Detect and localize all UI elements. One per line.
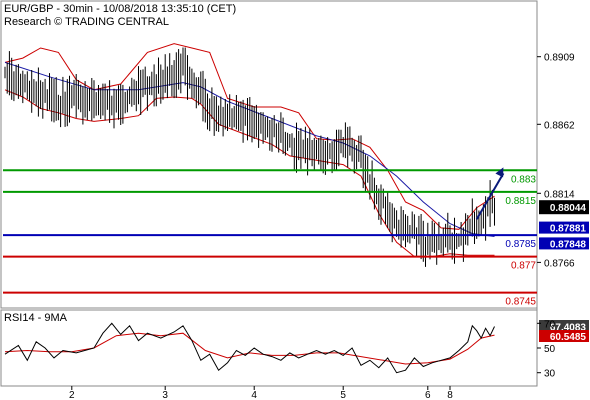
forecast-arrow-head [495, 167, 504, 178]
level-label-support: 0.877 [511, 261, 536, 272]
level-label-resistance: 0.883 [511, 174, 536, 185]
level-label-bg [506, 237, 536, 251]
level-label-pivot: 0.8785 [505, 239, 536, 250]
level-label-support: 0.8745 [505, 297, 536, 308]
bollinger-upper-band [4, 43, 495, 230]
price-axis-label: 0.8766 [544, 258, 575, 269]
last-price-badge-bg [539, 200, 589, 215]
x-axis-label: 8 [447, 390, 453, 400]
level-label-bg [506, 294, 536, 308]
price-axis-label: 0.8862 [544, 120, 575, 131]
level-label-resistance: 0.8815 [505, 196, 536, 207]
rsi-badge: 67.4083 [550, 323, 587, 334]
x-axis-label: 5 [340, 390, 346, 400]
x-axis-label: 6 [425, 390, 431, 400]
rsi-axis-label: 50 [544, 344, 556, 355]
level-label-bg [506, 193, 536, 207]
pivot-badge-2: 0.87848 [550, 239, 587, 250]
price-axis-label: 0.8814 [544, 189, 575, 200]
rsi-axis-label: 70 [544, 319, 556, 330]
pivot-badge-1: 0.87881 [550, 224, 587, 235]
rsi-axis-label: 30 [544, 369, 556, 380]
rsi-line [4, 322, 495, 374]
price-axis-label: 0.8909 [544, 53, 575, 64]
last-price-badge: 0.88044 [550, 203, 587, 214]
level-label-bg [506, 258, 536, 272]
rsi-title: RSI14 - 9MA [4, 312, 68, 324]
rsi-ma-badge: 60.5485 [550, 332, 587, 343]
x-axis-label: 3 [162, 390, 168, 400]
x-axis-label: 4 [251, 390, 257, 400]
chart-source: Research © TRADING CENTRAL [4, 16, 169, 28]
rsi-panel [0, 309, 538, 387]
price-panel [0, 0, 538, 309]
rsi-ma-badge-bg [539, 330, 589, 342]
chart-title: EUR/GBP - 30min - 10/08/2018 13:35:10 (C… [4, 3, 236, 15]
level-label-bg [506, 172, 536, 186]
pivot-badge-2-bg [539, 237, 589, 250]
x-axis-label: 2 [69, 390, 75, 400]
rsi-badge-bg [539, 320, 589, 333]
forecast-arrow-shaft [475, 172, 505, 220]
pivot-badge-1-bg [539, 221, 589, 234]
